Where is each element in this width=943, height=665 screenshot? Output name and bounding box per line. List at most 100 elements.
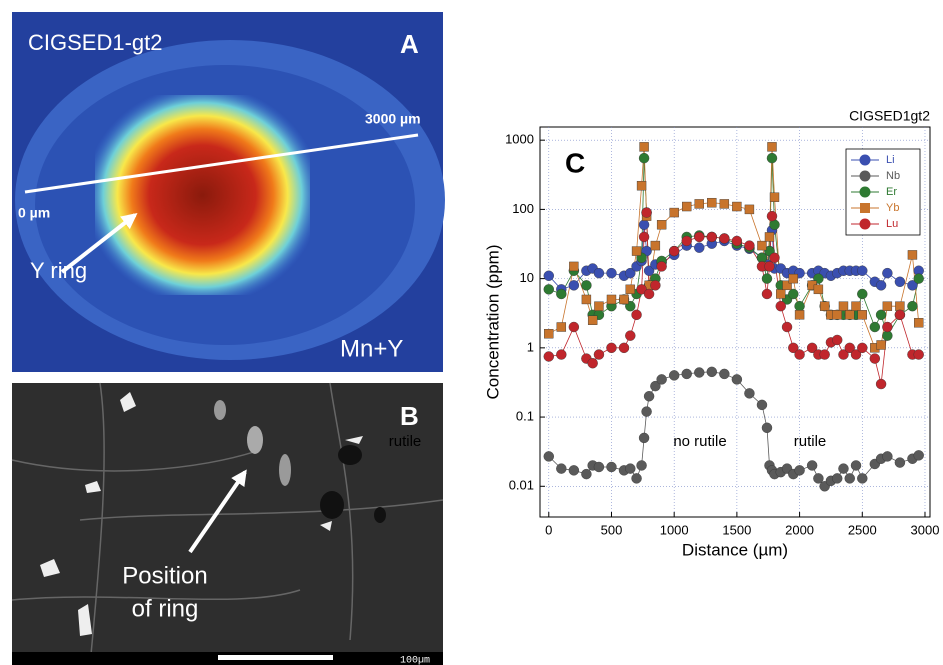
marker <box>638 219 650 230</box>
chart: 0.01 0.1 1 10 100 1000 0 500 1000 1500 2000 2500 300… <box>389 108 940 560</box>
x-tick-label: 2000 <box>785 522 814 537</box>
marker <box>766 210 778 222</box>
marker <box>606 294 617 305</box>
marker <box>882 267 893 279</box>
legend-marker <box>859 218 871 230</box>
marker <box>656 261 667 272</box>
marker <box>568 280 580 291</box>
inclusion <box>374 507 386 523</box>
marker <box>569 261 579 272</box>
marker <box>631 309 642 321</box>
marker <box>593 461 605 473</box>
marker <box>764 232 775 242</box>
marker <box>845 310 855 320</box>
marker <box>694 199 704 209</box>
panel-a: CIGSED1-gt2 A 3000 µm 0 µm Y ring Mn+Y <box>12 12 445 372</box>
y-tick-label: 1 <box>527 339 534 354</box>
annotation: rutile <box>389 433 422 450</box>
marker <box>625 463 636 474</box>
y-axis-label: Concentration (ppm) <box>483 245 502 400</box>
marker <box>694 367 705 378</box>
marker <box>894 276 906 287</box>
marker <box>625 284 635 295</box>
marker <box>913 273 924 284</box>
marker <box>668 245 680 257</box>
marker <box>875 378 887 390</box>
marker <box>587 315 598 325</box>
marker <box>631 246 642 256</box>
marker <box>869 321 881 333</box>
marker <box>719 199 730 209</box>
y-core <box>95 95 310 295</box>
marker <box>581 468 592 480</box>
x-tick-label: 2500 <box>848 522 877 537</box>
marker <box>907 280 918 291</box>
marker <box>694 242 705 253</box>
legend-label: Lu <box>886 218 898 230</box>
marker <box>682 201 692 212</box>
marker <box>543 451 554 462</box>
scale-label: 100µm <box>400 656 430 665</box>
marker <box>832 334 843 346</box>
marker <box>556 322 567 332</box>
y-tick-label: 0.01 <box>509 478 534 493</box>
scale-bar <box>218 655 333 660</box>
marker <box>643 265 655 276</box>
end-label: 3000 µm <box>365 111 421 127</box>
marker <box>907 250 918 260</box>
marker <box>744 204 755 215</box>
marker <box>913 450 924 461</box>
arrow-label: of ring <box>132 595 199 622</box>
marker <box>832 473 843 484</box>
marker <box>543 270 554 281</box>
panel-letter: B <box>400 401 419 431</box>
marker <box>761 288 773 300</box>
marker <box>706 366 718 378</box>
bse-image <box>12 383 443 665</box>
marker <box>876 340 886 350</box>
marker <box>875 280 887 291</box>
marker <box>894 457 906 468</box>
legend-label: Nb <box>886 170 900 182</box>
marker <box>587 357 598 369</box>
marker <box>794 465 805 476</box>
marker <box>875 309 887 321</box>
panel-title: CIGSED1-gt2 <box>28 30 163 55</box>
panel-b: B Position of ring 100µm <box>11 382 444 665</box>
marker <box>857 342 868 354</box>
arrow <box>60 213 138 274</box>
marker <box>775 300 786 312</box>
marker <box>913 349 924 360</box>
marker <box>850 349 862 360</box>
legend-marker <box>859 154 871 166</box>
marker <box>731 374 743 385</box>
marker <box>593 267 605 279</box>
marker <box>788 342 799 354</box>
marker <box>766 152 778 164</box>
x-tick-label: 1000 <box>660 522 689 537</box>
arrow <box>188 469 247 554</box>
marker <box>767 142 777 152</box>
marker <box>907 300 918 312</box>
marker <box>636 284 647 295</box>
marker <box>769 219 780 230</box>
marker <box>619 294 629 305</box>
marker <box>568 465 580 476</box>
marker <box>636 460 647 471</box>
marker <box>838 301 849 311</box>
marker <box>636 180 647 191</box>
marker <box>643 288 655 300</box>
annotation: no rutile <box>673 433 726 450</box>
arrow-label: Y ring <box>30 258 87 283</box>
marker <box>707 197 717 208</box>
legend-label: Er <box>886 186 897 198</box>
marker <box>788 273 799 284</box>
marker <box>788 288 799 300</box>
marker <box>756 399 768 411</box>
marker <box>544 329 554 339</box>
marker <box>757 240 767 251</box>
marker <box>838 349 849 360</box>
marker <box>694 231 705 243</box>
marker <box>543 284 554 295</box>
